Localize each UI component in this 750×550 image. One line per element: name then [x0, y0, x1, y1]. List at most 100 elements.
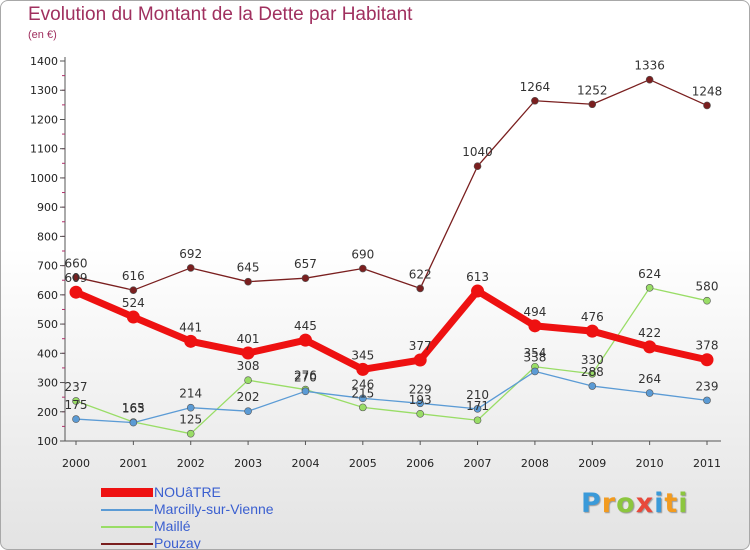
data-label: 1248: [692, 84, 723, 98]
y-tick-label: 800: [37, 230, 58, 243]
data-point: [416, 399, 424, 408]
data-point: [356, 362, 370, 376]
data-point: [531, 96, 539, 105]
data-label: 377: [409, 339, 432, 353]
data-label: 616: [122, 269, 145, 283]
data-point: [129, 286, 138, 294]
data-label: 246: [351, 377, 374, 391]
x-tick-label: 2003: [234, 457, 262, 470]
data-point: [416, 410, 424, 418]
data-point: [643, 340, 657, 354]
data-point: [359, 264, 367, 273]
x-tick-label: 2000: [62, 457, 90, 470]
data-point: [186, 264, 195, 272]
series-line: [75, 287, 708, 435]
data-label: 239: [696, 379, 719, 393]
proxiti-logo: Proxiti: [581, 488, 689, 519]
data-label: 270: [294, 370, 317, 384]
x-tick-label: 2005: [349, 457, 377, 470]
x-tick-label: 2004: [291, 457, 319, 470]
data-label: 165: [122, 401, 145, 415]
y-tick-label: 200: [37, 406, 58, 419]
data-point: [645, 284, 654, 292]
data-label: 580: [696, 280, 719, 294]
logo-letter: x: [635, 488, 655, 519]
data-point: [588, 100, 597, 109]
data-point: [588, 382, 597, 390]
data-point: [244, 376, 252, 385]
x-tick-label: 2010: [636, 457, 664, 470]
data-label: 692: [179, 247, 202, 261]
data-label: 215: [351, 386, 374, 400]
data-label: 1252: [577, 83, 608, 97]
data-point: [528, 319, 542, 333]
data-point: [473, 416, 482, 425]
data-label: 524: [122, 296, 145, 310]
legend: NOUâTRE Marcilly-sur-Vienne Maillé Pouza…: [101, 484, 361, 550]
data-label: 210: [466, 388, 489, 402]
data-point: [359, 394, 367, 403]
data-label: 445: [294, 319, 317, 333]
series-line: [74, 287, 708, 373]
data-label: 422: [638, 326, 661, 340]
legend-item-nouatre: NOUâTRE: [101, 484, 361, 502]
data-label: 345: [351, 348, 374, 362]
y-tick-label: 1400: [30, 55, 58, 68]
data-point: [301, 387, 310, 396]
logo-letter: i: [678, 488, 689, 519]
logo-letter: t: [664, 488, 679, 519]
x-tick-label: 2002: [177, 457, 205, 470]
x-tick-label: 2007: [464, 457, 492, 470]
data-label: 229: [409, 382, 432, 396]
data-point: [186, 403, 195, 412]
data-point: [703, 296, 711, 305]
data-point: [473, 405, 482, 413]
data-point: [588, 369, 597, 378]
data-point: [301, 274, 310, 282]
data-label: 690: [351, 248, 374, 262]
x-tick-label: 2008: [521, 457, 549, 470]
data-point: [298, 333, 312, 347]
data-point: [585, 324, 599, 338]
data-point: [471, 284, 485, 298]
data-label: 202: [237, 390, 260, 404]
data-label: 354: [523, 346, 546, 360]
chart-subtitle: (en €): [28, 29, 57, 41]
data-point: [244, 407, 252, 415]
legend-label-pouzay: Pouzay: [154, 535, 201, 550]
data-label: 237: [65, 380, 88, 394]
data-label: 171: [466, 399, 489, 413]
data-label: 609: [65, 271, 88, 285]
legend-swatch-pouzay: [101, 543, 153, 545]
y-tick-label: 1300: [30, 84, 58, 97]
data-point: [703, 101, 711, 110]
chart-title: Evolution du Montant de la Dette par Hab…: [28, 4, 413, 25]
y-tick-label: 600: [37, 289, 58, 302]
y-tick-label: 1200: [30, 113, 58, 126]
data-point: [703, 396, 711, 405]
logo-letter: r: [601, 488, 617, 519]
data-point: [645, 389, 654, 397]
data-point: [72, 415, 80, 423]
data-label: 1264: [520, 80, 551, 94]
y-tick-label: 700: [37, 260, 58, 273]
data-label: 441: [179, 320, 202, 334]
data-point: [531, 367, 539, 376]
data-label: 624: [638, 267, 661, 281]
data-point: [186, 429, 195, 438]
data-label: 401: [237, 332, 260, 346]
data-point: [129, 418, 138, 427]
x-tick-label: 2011: [693, 457, 721, 470]
data-label: 494: [523, 305, 546, 319]
legend-swatch-maille: [101, 526, 153, 528]
data-label: 1336: [634, 59, 665, 73]
data-point: [416, 284, 424, 293]
data-label: 476: [581, 310, 604, 324]
legend-label-maille: Maillé: [154, 518, 191, 534]
data-label: 125: [179, 413, 202, 427]
data-label: 613: [466, 270, 489, 284]
data-point: [241, 346, 255, 360]
data-point: [184, 334, 198, 348]
data-label: 1040: [462, 145, 493, 159]
